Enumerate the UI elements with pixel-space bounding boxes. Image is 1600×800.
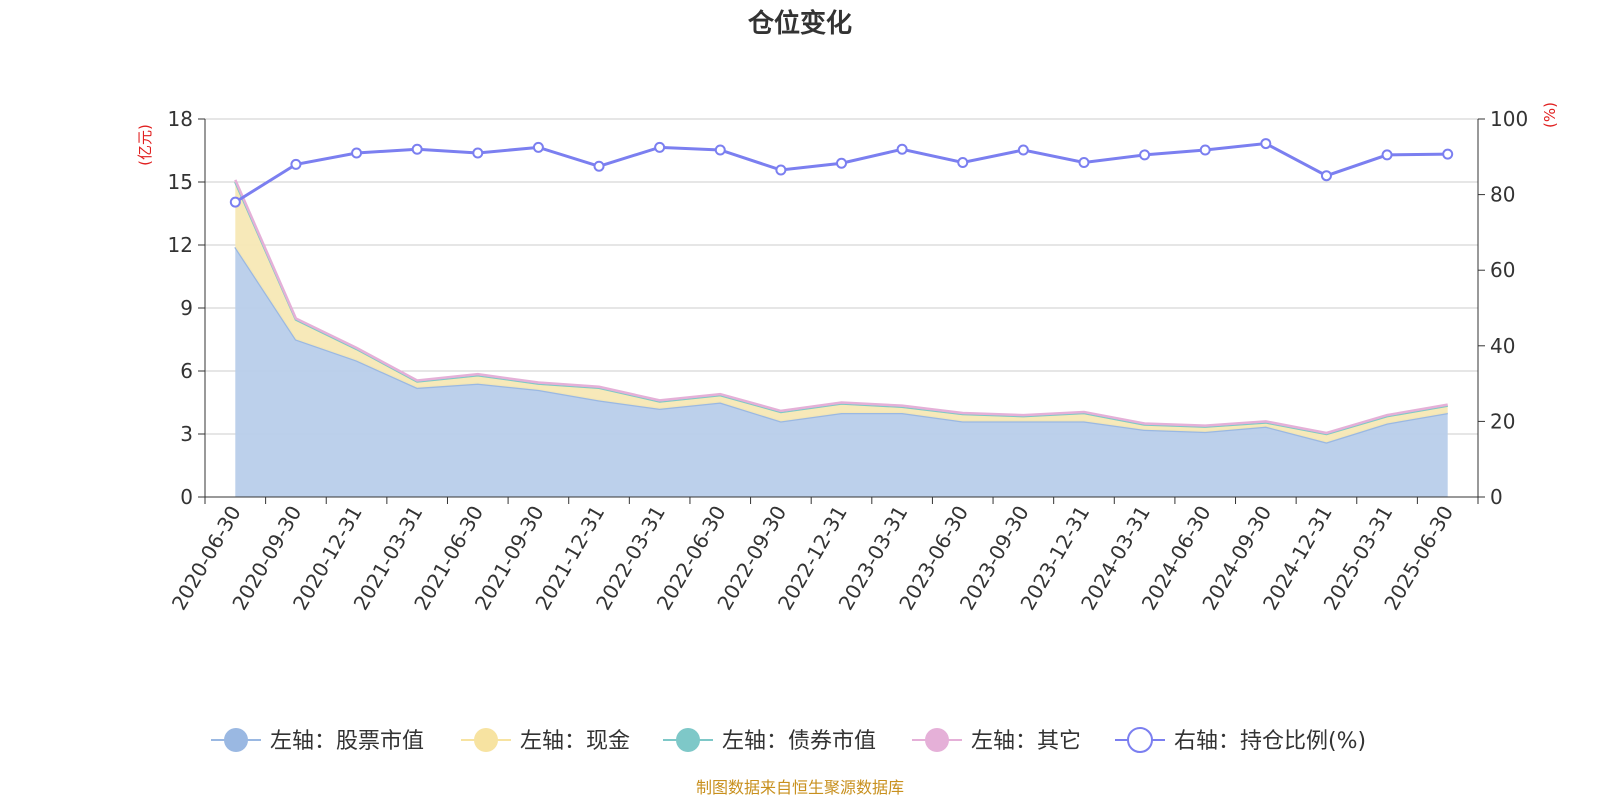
- right-axis-unit: (%): [1541, 102, 1559, 128]
- ratio-point-7: [654, 141, 666, 153]
- ratio-point-5: [532, 141, 544, 153]
- ratio-point-1: [290, 158, 302, 170]
- right-tick-label-5: 100: [1490, 107, 1528, 131]
- ratio-point-20: [1442, 148, 1454, 160]
- legend-marker-0: [224, 728, 248, 752]
- ratio-point-15: [1139, 149, 1151, 161]
- left-tick-label-4: 12: [168, 233, 193, 257]
- left-tick-label-5: 15: [168, 170, 193, 194]
- ratio-point-0: [229, 196, 241, 208]
- ratio-point-11: [896, 143, 908, 155]
- legend-label-1: 左轴：现金: [520, 729, 630, 754]
- ratio-point-16: [1199, 144, 1211, 156]
- area-fill-0: [235, 247, 1448, 497]
- ratio-point-4: [472, 147, 484, 159]
- left-tick-label-0: 0: [180, 485, 193, 509]
- legend-marker-4: [1127, 727, 1153, 753]
- chart-title: 仓位变化: [747, 8, 852, 39]
- ratio-point-3: [411, 143, 423, 155]
- legend-label-3: 左轴：其它: [971, 729, 1081, 754]
- ratio-point-2: [351, 147, 363, 159]
- legend-label-2: 左轴：债券市值: [722, 729, 876, 754]
- legend-marker-3: [925, 728, 949, 752]
- right-tick-label-4: 80: [1490, 183, 1515, 207]
- legend: 左轴：股票市值 左轴：现金 左轴：债券市值 左轴：其它 右轴：持仓比例(%): [211, 727, 1366, 754]
- ratio-point-12: [957, 156, 969, 168]
- left-tick-label-6: 18: [168, 107, 193, 131]
- legend-marker-2: [676, 728, 700, 752]
- legend-label-4: 右轴：持仓比例(%): [1174, 729, 1366, 754]
- data-source-note: 制图数据来自恒生聚源数据库: [696, 778, 904, 797]
- ratio-point-18: [1320, 170, 1332, 182]
- ratio-point-9: [775, 164, 787, 176]
- left-tick-label-1: 3: [180, 422, 193, 446]
- left-tick-label-3: 9: [180, 296, 193, 320]
- right-tick-label-2: 40: [1490, 334, 1515, 358]
- ratio-point-19: [1381, 149, 1393, 161]
- left-tick-label-2: 6: [180, 359, 193, 383]
- ratio-point-17: [1260, 138, 1272, 150]
- area-series: [234, 179, 1448, 497]
- ratio-point-13: [1017, 144, 1029, 156]
- left-axis-unit: (亿元): [136, 124, 154, 166]
- ratio-point-8: [714, 144, 726, 156]
- area-edge-3: [234, 179, 1448, 435]
- right-tick-label-1: 20: [1490, 409, 1515, 433]
- right-tick-label-3: 60: [1490, 258, 1515, 282]
- ratio-point-14: [1078, 156, 1090, 168]
- position-ratio-line: [229, 138, 1454, 208]
- right-tick-label-0: 0: [1490, 485, 1503, 509]
- ratio-point-10: [836, 157, 847, 169]
- legend-label-0: 左轴：股票市值: [270, 729, 424, 754]
- ratio-point-6: [593, 160, 605, 172]
- legend-marker-1: [474, 728, 498, 752]
